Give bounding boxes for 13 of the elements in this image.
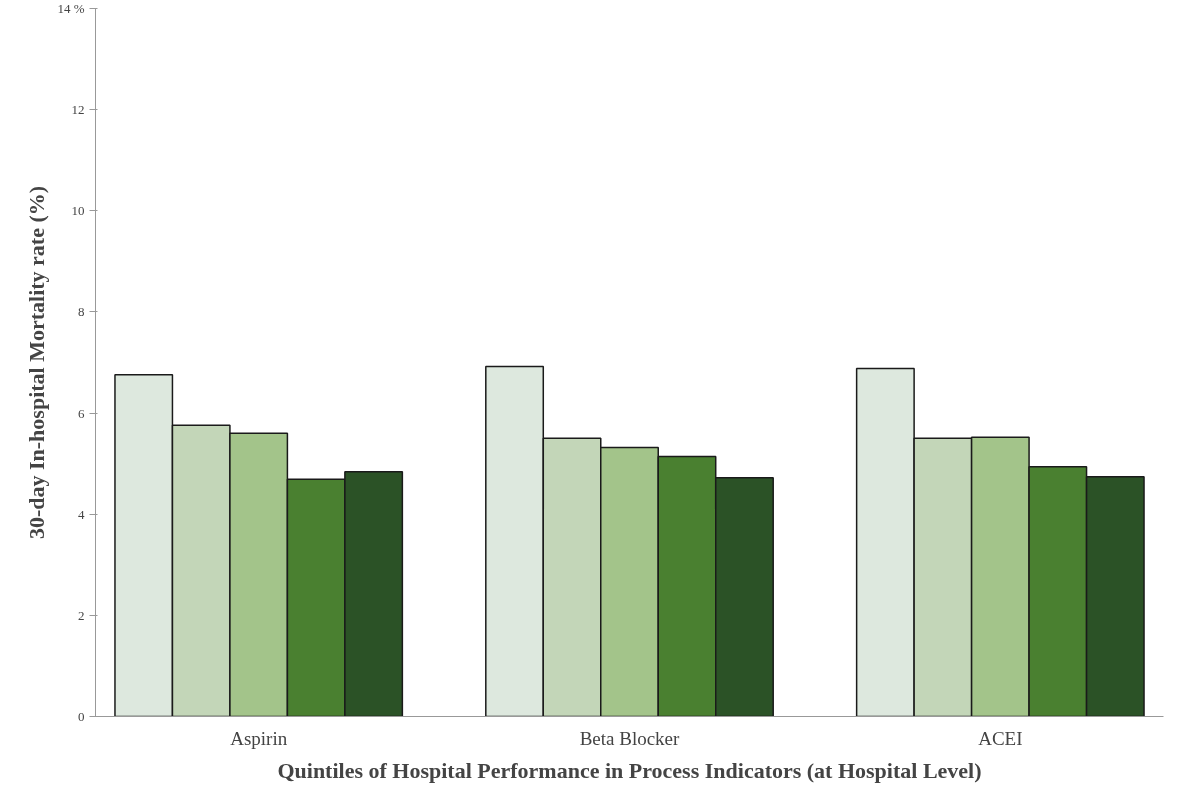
y-tick-label: 14 % [57,1,85,16]
y-axis-title: 30-day In-hospital Mortality rate (%) [24,185,50,540]
x-tick-label: ACEI [978,727,1023,749]
x-axis-title: Quintiles of Hospital Performance in Process Indicators (at Hospital Level) [277,757,982,783]
y-tick-label: 4 [78,506,85,522]
y-tick-label: 0 [78,709,85,724]
y-tick-label: 2 [78,607,85,623]
x-tick-label: Aspirin [230,727,288,749]
y-tick-label: 6 [78,405,85,421]
x-tick-label: Beta Blocker [579,727,681,749]
y-tick-label: 10 [71,203,85,219]
y-tick-label: 8 [78,304,85,320]
y-tick-label: 12 [71,102,85,118]
